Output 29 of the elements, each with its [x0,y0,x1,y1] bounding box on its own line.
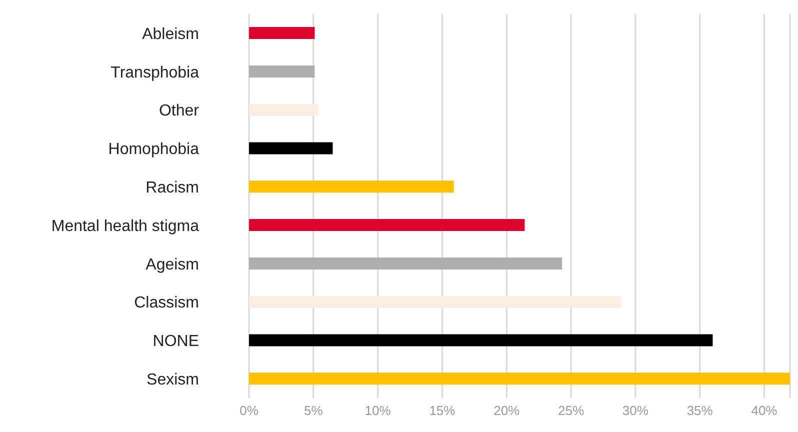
y-tick-label: Ableism [142,26,199,43]
y-tick-label: NONE [152,333,199,350]
bar [249,27,315,40]
y-tick-label: Racism [146,179,199,196]
y-tick-label: Other [158,102,200,120]
x-tick-label: 5% [304,403,324,418]
x-tick-label: 10% [364,403,392,418]
y-tick-label: Mental health stigma [51,218,200,235]
x-tick-label: 0% [240,403,259,418]
x-tick-label: 15% [429,403,456,418]
bar [249,142,333,154]
y-tick-label: Ageism [146,256,199,274]
y-tick-label: Classism [134,294,199,312]
bar [249,372,790,385]
y-tick-label: Homophobia [108,141,200,158]
y-tick-label: Transphobia [110,64,200,82]
bar [249,219,525,232]
x-tick-label: 30% [622,403,649,418]
bar [249,296,622,308]
x-tick-label: 25% [558,403,584,418]
y-tick-label: Sexism [146,371,199,388]
bar [249,180,454,193]
x-tick-label: 20% [494,403,520,418]
x-tick-label: 40% [751,403,778,418]
bar [249,104,319,116]
bar [249,257,562,270]
bar [249,334,713,346]
x-tick-label: 35% [686,403,714,418]
bar [249,65,315,78]
